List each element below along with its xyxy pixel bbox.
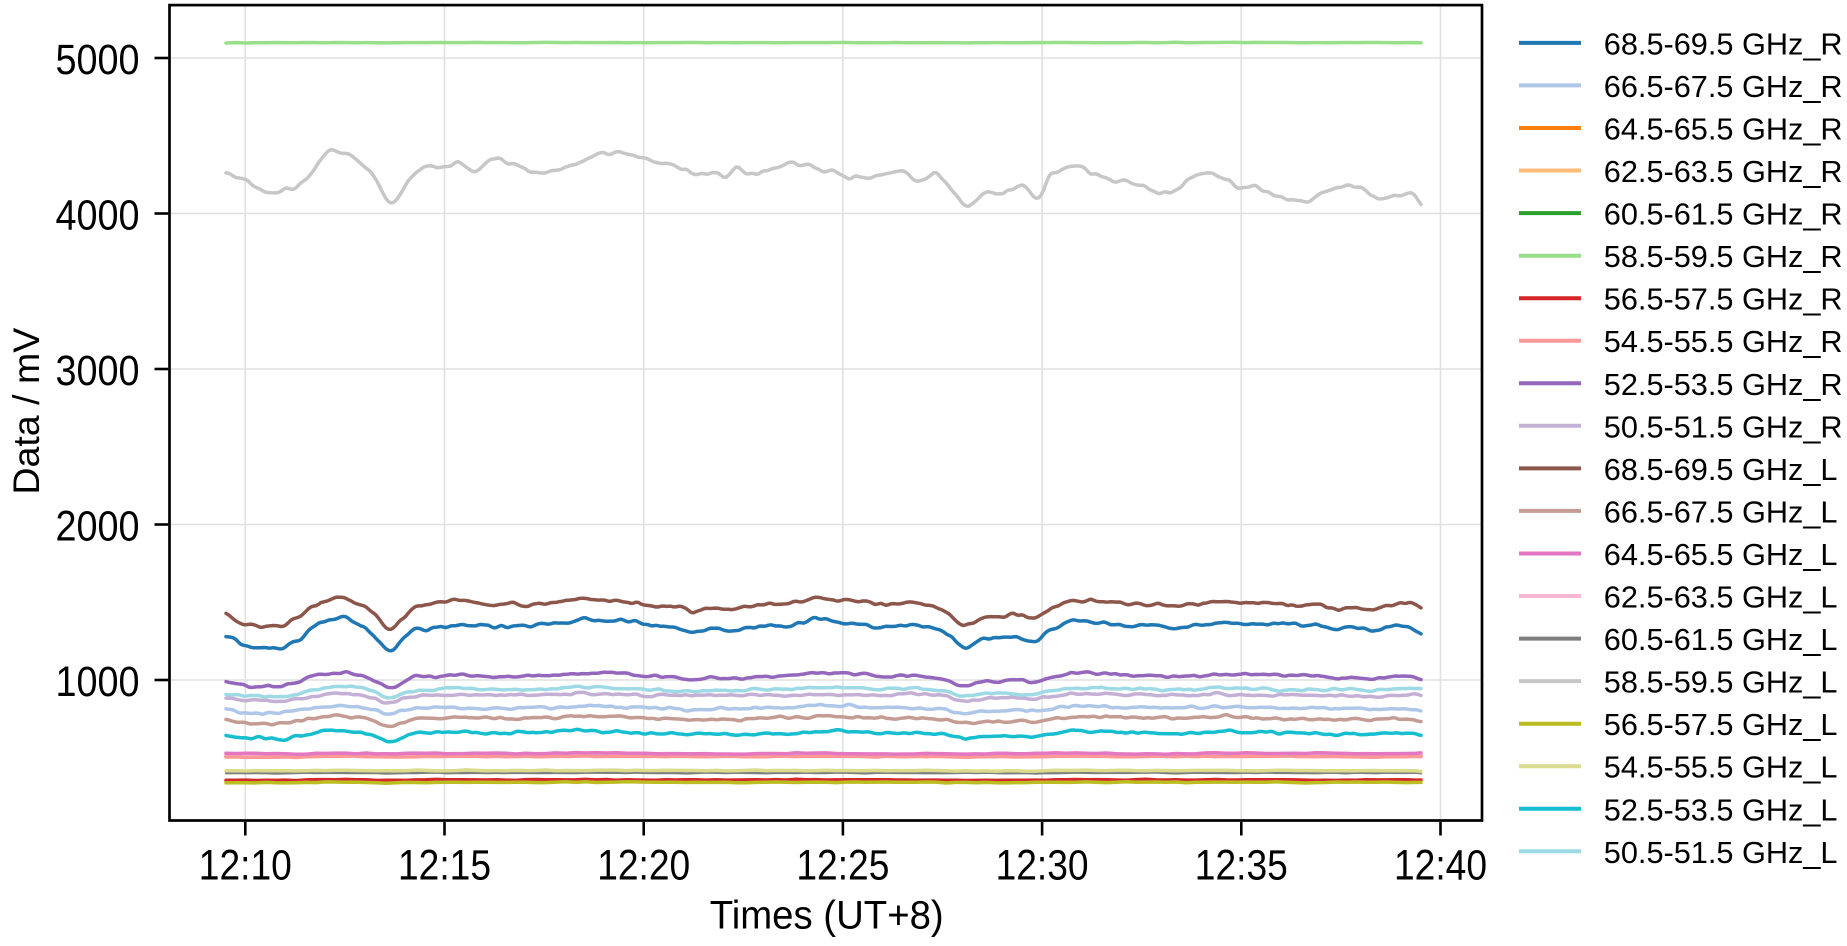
svg-text:12:35: 12:35: [1195, 843, 1288, 890]
svg-text:12:10: 12:10: [199, 843, 292, 890]
svg-text:50.5-51.5 GHz_R: 50.5-51.5 GHz_R: [1604, 409, 1843, 444]
svg-text:4000: 4000: [56, 193, 140, 240]
svg-text:Data / mV: Data / mV: [6, 327, 47, 494]
svg-text:68.5-69.5 GHz_L: 68.5-69.5 GHz_L: [1604, 452, 1838, 487]
svg-text:66.5-67.5 GHz_R: 66.5-67.5 GHz_R: [1604, 69, 1843, 104]
svg-text:58.5-59.5 GHz_R: 58.5-59.5 GHz_R: [1604, 239, 1843, 274]
svg-text:50.5-51.5 GHz_L: 50.5-51.5 GHz_L: [1604, 835, 1838, 870]
svg-text:12:20: 12:20: [597, 843, 690, 890]
svg-text:52.5-53.5 GHz_R: 52.5-53.5 GHz_R: [1604, 367, 1843, 402]
svg-text:1000: 1000: [56, 659, 140, 706]
svg-text:64.5-65.5 GHz_R: 64.5-65.5 GHz_R: [1604, 112, 1843, 147]
svg-text:66.5-67.5 GHz_L: 66.5-67.5 GHz_L: [1604, 494, 1838, 529]
svg-text:68.5-69.5 GHz_R: 68.5-69.5 GHz_R: [1604, 26, 1843, 61]
svg-text:60.5-61.5 GHz_L: 60.5-61.5 GHz_L: [1604, 622, 1838, 657]
svg-text:12:30: 12:30: [996, 843, 1089, 890]
svg-text:64.5-65.5 GHz_L: 64.5-65.5 GHz_L: [1604, 537, 1838, 572]
svg-text:60.5-61.5 GHz_R: 60.5-61.5 GHz_R: [1604, 197, 1843, 232]
svg-text:12:15: 12:15: [398, 843, 491, 890]
svg-text:56.5-57.5 GHz_R: 56.5-57.5 GHz_R: [1604, 282, 1843, 317]
svg-text:2000: 2000: [56, 504, 140, 551]
svg-text:12:25: 12:25: [796, 843, 889, 890]
svg-text:54.5-55.5 GHz_L: 54.5-55.5 GHz_L: [1604, 750, 1838, 785]
svg-text:52.5-53.5 GHz_L: 52.5-53.5 GHz_L: [1604, 792, 1838, 827]
svg-text:62.5-63.5 GHz_R: 62.5-63.5 GHz_R: [1604, 154, 1843, 189]
svg-text:5000: 5000: [56, 37, 140, 84]
svg-text:Times (UT+8): Times (UT+8): [710, 893, 944, 937]
svg-text:62.5-63.5 GHz_L: 62.5-63.5 GHz_L: [1604, 580, 1838, 615]
svg-text:54.5-55.5 GHz_R: 54.5-55.5 GHz_R: [1604, 324, 1843, 359]
svg-text:3000: 3000: [56, 348, 140, 395]
svg-text:12:40: 12:40: [1394, 843, 1487, 890]
svg-text:56.5-57.5 GHz_L: 56.5-57.5 GHz_L: [1604, 707, 1838, 742]
svg-text:58.5-59.5 GHz_L: 58.5-59.5 GHz_L: [1604, 665, 1838, 700]
